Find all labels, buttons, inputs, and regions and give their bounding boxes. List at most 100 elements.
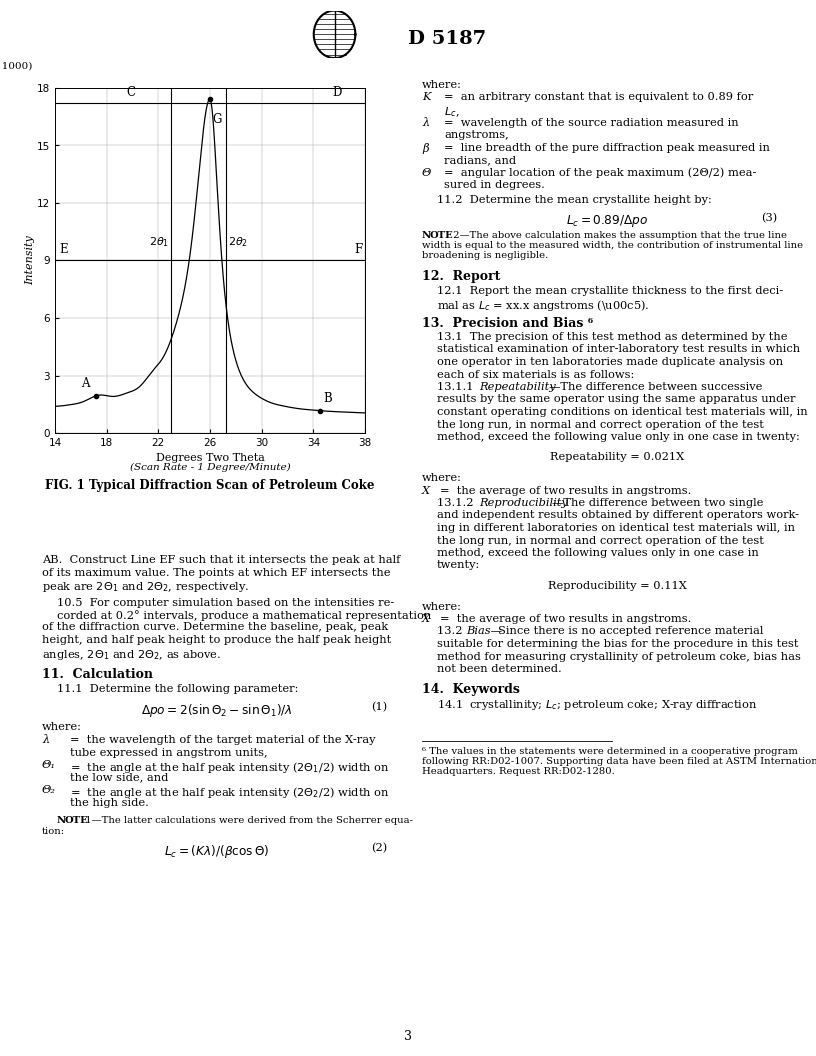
Text: (1): (1) <box>370 702 387 713</box>
Text: method, exceed the following values only in one case in: method, exceed the following values only… <box>437 548 759 558</box>
Text: (3): (3) <box>761 213 777 223</box>
X-axis label: Degrees Two Theta: Degrees Two Theta <box>156 453 264 464</box>
Text: B: B <box>324 392 332 404</box>
Text: where:: where: <box>42 722 82 733</box>
Text: following RR:D02-1007. Supporting data have been filed at ASTM International: following RR:D02-1007. Supporting data h… <box>422 757 816 766</box>
Text: of its maximum value. The points at which EF intersects the: of its maximum value. The points at whic… <box>42 567 391 578</box>
Text: (2): (2) <box>370 843 387 853</box>
Text: of the diffraction curve. Determine the baseline, peak, peak: of the diffraction curve. Determine the … <box>42 622 388 633</box>
Text: 10.5  For computer simulation based on the intensities re-: 10.5 For computer simulation based on th… <box>57 598 394 607</box>
Text: angles, $2\Theta_1$ and $2\Theta_2$, as above.: angles, $2\Theta_1$ and $2\Theta_2$, as … <box>42 647 221 661</box>
Text: Reproducibility = 0.11Χ: Reproducibility = 0.11Χ <box>548 581 686 591</box>
Text: sured in degrees.: sured in degrees. <box>444 180 545 190</box>
Text: Since there is no accepted reference material: Since there is no accepted reference mat… <box>498 626 764 637</box>
Text: 3: 3 <box>404 1031 412 1043</box>
Text: where:: where: <box>422 473 462 483</box>
Text: tube expressed in angstrom units,: tube expressed in angstrom units, <box>70 748 268 757</box>
Text: Θ₂: Θ₂ <box>42 785 55 795</box>
Text: D: D <box>333 86 342 98</box>
Text: one operator in ten laboratories made duplicate analysis on: one operator in ten laboratories made du… <box>437 357 783 367</box>
Text: width is equal to the measured width, the contribution of instrumental line: width is equal to the measured width, th… <box>422 241 803 250</box>
Text: not been determined.: not been determined. <box>437 664 561 674</box>
Text: λ: λ <box>422 117 429 128</box>
Text: Bias—: Bias— <box>466 626 502 637</box>
Text: $\Delta po = 2(\sin\Theta_2 - \sin\Theta_1)/\lambda$: $\Delta po = 2(\sin\Theta_2 - \sin\Theta… <box>141 702 293 719</box>
Text: Θ₁: Θ₁ <box>42 760 55 770</box>
Text: results by the same operator using the same apparatus under: results by the same operator using the s… <box>437 395 796 404</box>
Text: peak are $2\Theta_1$ and $2\Theta_2$, respectively.: peak are $2\Theta_1$ and $2\Theta_2$, re… <box>42 580 250 593</box>
Text: 11.1  Determine the following parameter:: 11.1 Determine the following parameter: <box>57 683 299 694</box>
Text: corded at 0.2° intervals, produce a mathematical representation: corded at 0.2° intervals, produce a math… <box>57 610 431 621</box>
Text: OTE: OTE <box>65 816 89 825</box>
Text: $L_c = (K\lambda)/(\beta\cos\Theta)$: $L_c = (K\lambda)/(\beta\cos\Theta)$ <box>164 843 269 860</box>
Text: 13.1  The precision of this test method as determined by the: 13.1 The precision of this test method a… <box>437 332 787 342</box>
Text: height, and half peak height to produce the half peak height: height, and half peak height to produce … <box>42 635 391 645</box>
Text: statistical examination of inter-laboratory test results in which: statistical examination of inter-laborat… <box>437 344 800 355</box>
Text: where:: where: <box>422 80 462 90</box>
Text: FIG. 1 Typical Diffraction Scan of Petroleum Coke: FIG. 1 Typical Diffraction Scan of Petro… <box>45 479 375 492</box>
Text: A: A <box>82 377 90 390</box>
Text: radians, and: radians, and <box>444 155 517 165</box>
Text: Headquarters. Request RR:D02-1280.: Headquarters. Request RR:D02-1280. <box>422 768 614 776</box>
Text: Χ: Χ <box>422 614 430 624</box>
Text: Repeatability = 0.021Χ: Repeatability = 0.021Χ <box>550 453 684 463</box>
Text: the long run, in normal and correct operation of the test: the long run, in normal and correct oper… <box>437 419 764 430</box>
Text: 13.1.2: 13.1.2 <box>437 498 481 508</box>
Text: 14.  Keywords: 14. Keywords <box>422 682 520 696</box>
Text: OTE: OTE <box>430 230 454 240</box>
Text: =  the angle at the half peak intensity ($2\Theta_1$/2) width on: = the angle at the half peak intensity (… <box>70 760 389 775</box>
Text: the high side.: the high side. <box>70 797 149 808</box>
Text: =  the average of two results in angstroms.: = the average of two results in angstrom… <box>440 486 691 495</box>
Text: =  the angle at the half peak intensity ($2\Theta_2$/2) width on: = the angle at the half peak intensity (… <box>70 785 389 800</box>
Text: β: β <box>422 143 428 153</box>
Text: the long run, in normal and correct operation of the test: the long run, in normal and correct oper… <box>437 535 764 546</box>
Text: AB.  Construct Line EF such that it intersects the peak at half: AB. Construct Line EF such that it inter… <box>42 555 401 565</box>
Text: and independent results obtained by different operators work-: and independent results obtained by diff… <box>437 510 799 521</box>
Text: C: C <box>126 86 135 98</box>
Text: 11.2  Determine the mean crystallite height by:: 11.2 Determine the mean crystallite heig… <box>437 195 712 206</box>
Text: $L_c = 0.89/\Delta po$: $L_c = 0.89/\Delta po$ <box>565 213 648 229</box>
Text: $2\theta_2$: $2\theta_2$ <box>228 235 248 249</box>
Text: suitable for determining the bias for the procedure in this test: suitable for determining the bias for th… <box>437 639 799 649</box>
Text: F: F <box>355 243 363 256</box>
Text: Θ: Θ <box>422 168 432 177</box>
Text: 14.1  crystallinity; $L_c$; petroleum coke; X-ray diffraction: 14.1 crystallinity; $L_c$; petroleum cok… <box>437 698 757 712</box>
Text: K: K <box>422 93 431 102</box>
Text: 12.  Report: 12. Report <box>422 270 500 283</box>
Text: ⁶ The values in the statements were determined in a cooperative program: ⁶ The values in the statements were dete… <box>422 747 798 755</box>
Text: 13.1.1: 13.1.1 <box>437 382 481 392</box>
Text: =  an arbitrary constant that is equivalent to 0.89 for: = an arbitrary constant that is equivale… <box>444 93 753 102</box>
Text: 11.  Calculation: 11. Calculation <box>42 668 153 681</box>
Text: tion:: tion: <box>42 827 65 835</box>
Text: (Scan Rate - 1 Degree/Minute): (Scan Rate - 1 Degree/Minute) <box>130 463 290 472</box>
Text: broadening is negligible.: broadening is negligible. <box>422 251 548 261</box>
Y-axis label: Intensity: Intensity <box>25 235 36 285</box>
Text: constant operating conditions on identical test materials will, in: constant operating conditions on identic… <box>437 407 808 417</box>
Text: method for measuring crystallinity of petroleum coke, bias has: method for measuring crystallinity of pe… <box>437 652 800 661</box>
Text: ing in different laboratories on identical test materials will, in: ing in different laboratories on identic… <box>437 523 795 533</box>
Text: where:: where: <box>422 602 462 611</box>
Text: 13.  Precision and Bias ⁶: 13. Precision and Bias ⁶ <box>422 317 593 329</box>
Text: N: N <box>422 230 431 240</box>
Text: =  angular location of the peak maximum (2Θ/2) mea-: = angular location of the peak maximum (… <box>444 168 756 178</box>
Text: —The difference between successive: —The difference between successive <box>549 382 762 392</box>
Text: =  line breadth of the pure diffraction peak measured in: = line breadth of the pure diffraction p… <box>444 143 769 152</box>
Text: 13.2: 13.2 <box>437 626 470 637</box>
Text: (X 1000): (X 1000) <box>0 61 32 71</box>
Text: =  wavelength of the source radiation measured in: = wavelength of the source radiation mea… <box>444 117 738 128</box>
Text: $L_c$,: $L_c$, <box>444 105 459 118</box>
Text: =  the average of two results in angstroms.: = the average of two results in angstrom… <box>440 614 691 624</box>
Text: twenty:: twenty: <box>437 561 481 570</box>
Text: =  the wavelength of the target material of the X-ray: = the wavelength of the target material … <box>70 735 375 744</box>
Text: E: E <box>59 243 68 256</box>
Text: λ: λ <box>42 735 49 744</box>
Text: 2—The above calculation makes the assumption that the true line: 2—The above calculation makes the assump… <box>450 230 787 240</box>
Text: —The difference between two single: —The difference between two single <box>552 498 764 508</box>
Text: Repeatability: Repeatability <box>479 382 556 392</box>
Text: 1—The latter calculations were derived from the Scherrer equa-: 1—The latter calculations were derived f… <box>82 816 413 825</box>
Text: $2\theta_1$: $2\theta_1$ <box>149 235 169 249</box>
Text: mal as $L_c$ = xx.x angstroms (\u00c5).: mal as $L_c$ = xx.x angstroms (\u00c5). <box>437 298 650 313</box>
Text: Χ: Χ <box>422 486 430 495</box>
Text: Reproducibility: Reproducibility <box>479 498 568 508</box>
Text: D 5187: D 5187 <box>408 30 486 49</box>
